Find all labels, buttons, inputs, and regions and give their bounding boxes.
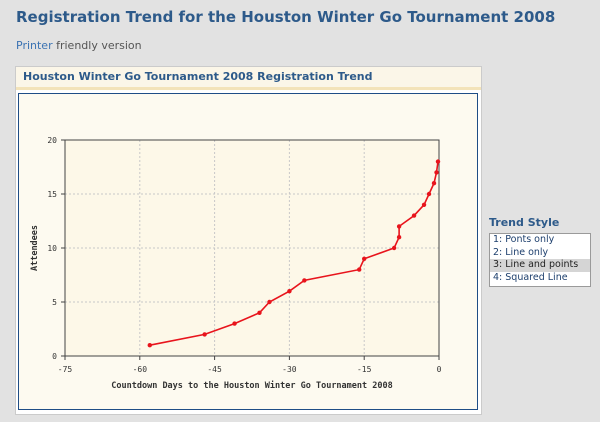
x-tick-label: 0	[437, 365, 442, 374]
trend-style-option[interactable]: 1: Ponts only	[493, 234, 555, 245]
trend-style-list[interactable]: 1: Ponts only 2: Line only 3: Line and poi…	[489, 233, 591, 287]
trend-style-option[interactable]: 2: Line only	[493, 246, 549, 258]
x-tick-label: -60	[133, 365, 148, 374]
x-tick-label: -45	[207, 365, 222, 374]
data-point	[362, 256, 367, 261]
data-point	[267, 299, 272, 305]
data-point	[287, 289, 292, 294]
data-point	[411, 213, 417, 218]
data-point	[232, 321, 237, 326]
chart-frame: -75 -60 -45 -30 -15 0 0 5 10 15 20 Countdown Days t…	[18, 93, 478, 410]
x-axis-label: Countdown Days to the Houston Winter Go …	[111, 380, 392, 391]
trend-style-option[interactable]: 4: Squared Line	[493, 271, 568, 283]
data-point	[421, 202, 427, 207]
data-point	[147, 343, 152, 348]
data-point	[396, 224, 402, 229]
x-tick-label: -15	[357, 365, 372, 374]
chart-panel-header: Houston Winter Go Tournament 2008 Regist…	[16, 67, 481, 90]
data-point	[434, 170, 439, 175]
chart-panel: Houston Winter Go Tournament 2008 Regist…	[15, 66, 482, 415]
data-point	[426, 191, 432, 197]
chart-panel-title: Houston Winter Go Tournament 2008 Regist…	[23, 70, 373, 83]
data-point	[391, 245, 397, 251]
data-point	[435, 159, 441, 164]
y-tick-label: 15	[47, 190, 57, 199]
printer-link[interactable]: Printer	[16, 39, 53, 52]
x-tick-label: -30	[282, 365, 297, 374]
data-point	[357, 267, 362, 272]
data-point	[302, 278, 307, 283]
page-title: Registration Trend for the Houston Winte…	[16, 8, 556, 26]
y-axis-label: Attendees	[30, 225, 40, 271]
plot-area	[65, 140, 439, 356]
y-tick-label: 10	[47, 244, 57, 253]
x-tick-label: -75	[58, 365, 73, 374]
trend-style-title: Trend Style	[489, 216, 560, 229]
data-point	[431, 181, 437, 186]
printer-friendly-line: Printer friendly version	[16, 39, 142, 52]
trend-style-option[interactable]: 3: Line and points	[490, 259, 590, 272]
y-tick-label: 0	[52, 352, 57, 361]
data-point	[202, 332, 207, 337]
data-point	[257, 310, 262, 315]
printer-rest-text: friendly version	[56, 39, 142, 52]
data-point	[396, 235, 402, 240]
y-tick-label: 20	[47, 136, 57, 145]
y-tick-label: 5	[52, 298, 57, 307]
registration-trend-chart: -75 -60 -45 -30 -15 0 0 5 10 15 20 Countdown Days t…	[30, 136, 442, 391]
